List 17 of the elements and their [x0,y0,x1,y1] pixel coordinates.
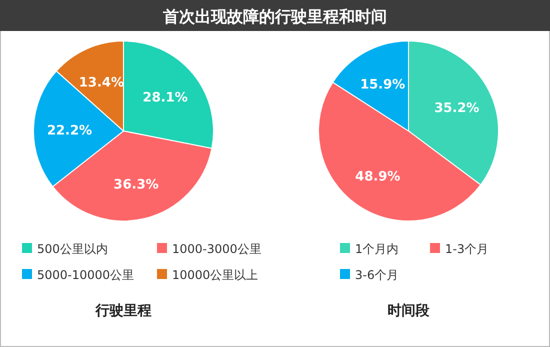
data-label: 35.2% [434,100,480,116]
legend-label: 10000公里以上 [172,268,258,282]
legend-label: 500公里以内 [37,242,108,256]
data-label: 22.2% [46,123,92,138]
legend-label: 5000-10000公里 [37,268,134,282]
data-label: 28.1% [142,90,188,106]
data-label: 48.9% [355,169,400,184]
legend-label: 1-3个月 [445,242,489,256]
chart-title: 首次出现故障的行驶里程和时间 [162,7,387,26]
data-label: 36.3% [114,178,159,193]
legend-label: 1个月内 [355,242,399,256]
legend-label: 3-6个月 [355,268,399,282]
data-label: 15.9% [360,78,406,93]
legend-label: 1000-3000公里 [172,242,262,256]
data-label: 13.4% [78,76,124,91]
text: 时间段 [388,303,430,319]
text: 行驶里程 [94,303,152,319]
